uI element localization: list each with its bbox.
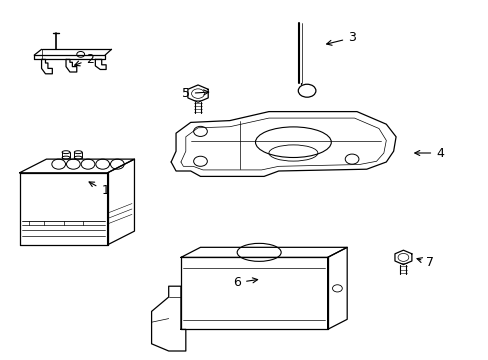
Text: 5: 5 xyxy=(182,87,208,100)
Text: 3: 3 xyxy=(326,31,355,45)
Text: 6: 6 xyxy=(233,276,257,289)
Text: 4: 4 xyxy=(414,147,443,159)
Text: 1: 1 xyxy=(89,182,109,197)
Text: 7: 7 xyxy=(416,256,433,269)
Text: 2: 2 xyxy=(75,53,94,66)
